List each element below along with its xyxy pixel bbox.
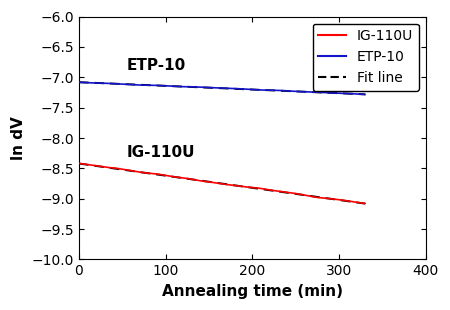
Legend: IG-110U, ETP-10, Fit line: IG-110U, ETP-10, Fit line (313, 24, 419, 91)
X-axis label: Annealing time (min): Annealing time (min) (162, 284, 343, 299)
Text: ETP-10: ETP-10 (126, 58, 186, 73)
Text: IG-110U: IG-110U (126, 145, 195, 161)
Y-axis label: ln dV: ln dV (11, 116, 26, 160)
